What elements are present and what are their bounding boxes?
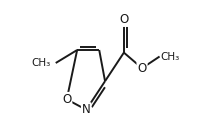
Text: N: N — [82, 103, 91, 116]
Text: O: O — [137, 62, 147, 75]
Text: CH₃: CH₃ — [161, 52, 180, 61]
Text: CH₃: CH₃ — [31, 58, 51, 68]
Text: O: O — [119, 13, 128, 26]
Text: O: O — [62, 93, 71, 106]
